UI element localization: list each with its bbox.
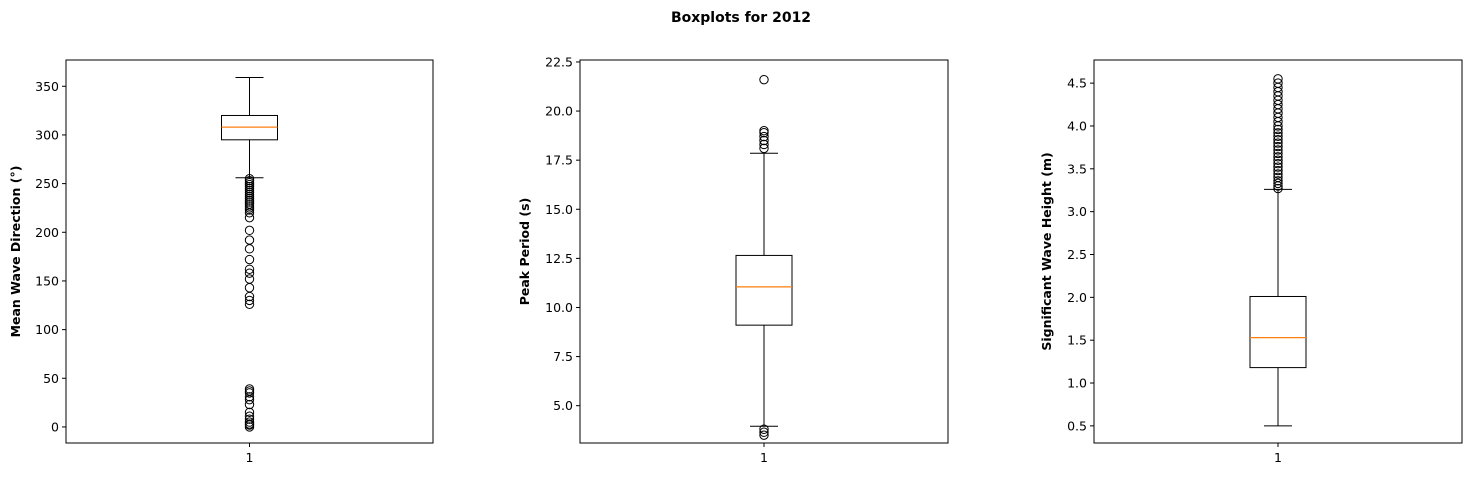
y-tick-label: 2.0: [1067, 290, 1087, 305]
outlier-point: [244, 386, 255, 396]
outlier-point: [1273, 155, 1283, 165]
y-tick-label: 2.5: [1067, 247, 1087, 262]
y-tick-label: 22.5: [545, 54, 573, 69]
outlier-point: [1273, 152, 1283, 162]
outlier-point: [1273, 162, 1283, 172]
outlier-point: [244, 274, 255, 284]
outlier-point: [244, 212, 255, 223]
outlier-point: [244, 235, 255, 245]
outlier-point: [759, 427, 769, 437]
y-tick-label: 350: [35, 79, 59, 94]
outlier-point: [244, 295, 255, 306]
x-tick-label: 1: [1274, 450, 1282, 465]
outlier-point: [1273, 176, 1283, 186]
outlier-point: [244, 268, 255, 278]
outlier-point: [1273, 165, 1283, 176]
outlier-point: [1273, 141, 1283, 152]
outlier-point: [1273, 138, 1283, 148]
outlier-point: [244, 244, 255, 254]
outlier-point: [1273, 183, 1283, 194]
outlier-point: [1273, 78, 1283, 88]
outlier-point: [1273, 158, 1283, 169]
outlier-point: [244, 414, 255, 424]
outlier-point: [244, 264, 255, 274]
y-tick-label: 200: [35, 225, 59, 240]
y-tick-label: 1.0: [1067, 376, 1087, 391]
outlier-point: [1273, 128, 1283, 138]
outlier-point: [244, 417, 255, 427]
panel-mean-wave-direction: Mean Wave Direction (°) 0 50 100 150 200 250 3…: [8, 59, 434, 465]
outlier-point: [1273, 131, 1283, 141]
y-axis-label: Significant Wave Height (m): [1039, 152, 1054, 350]
y-axis-label: Mean Wave Direction (°): [8, 166, 23, 338]
outlier-point: [1273, 145, 1283, 155]
y-tick-label: 3.5: [1067, 161, 1087, 176]
x-tick-label: 1: [246, 450, 254, 465]
outlier-point: [759, 131, 769, 142]
y-tick-label: 150: [35, 273, 59, 288]
y-tick-label: 15.0: [545, 202, 573, 217]
outlier-point: [244, 283, 255, 293]
y-tick-label: 50: [43, 371, 59, 386]
outlier-point: [244, 225, 255, 236]
outlier-point: [1273, 134, 1283, 145]
iqr-box: [1249, 295, 1307, 369]
y-tick-label: 10.0: [545, 300, 573, 315]
outlier-point: [1273, 178, 1283, 189]
figure-title: Boxplots for 2012: [671, 10, 811, 26]
y-tick-label: 7.5: [553, 349, 573, 364]
y-tick-label: 0: [51, 419, 59, 434]
panel-significant-wave-height: Significant Wave Height (m) 0.5 1.0 1.5 2.0…: [1039, 59, 1463, 465]
outlier-point: [759, 143, 769, 154]
y-axis-label: Peak Period (s): [517, 198, 532, 306]
y-tick-label: 17.5: [545, 153, 573, 168]
outlier-point: [1273, 148, 1283, 159]
y-tick-label: 4.0: [1067, 118, 1087, 133]
y-tick-label: 3.0: [1067, 204, 1087, 219]
outlier-point: [1273, 172, 1283, 183]
outlier-point: [244, 411, 255, 421]
iqr-box: [735, 254, 793, 326]
outlier-point: [1273, 169, 1283, 179]
y-tick-label: 20.0: [545, 104, 573, 119]
y-tick-label: 300: [35, 127, 59, 142]
outlier-point: [759, 74, 769, 85]
outlier-point: [1273, 74, 1283, 84]
outlier-point: [244, 299, 255, 310]
plot-frame: [65, 59, 434, 444]
y-tick-label: 250: [35, 176, 59, 191]
y-tick-label: 5.0: [553, 398, 573, 413]
outlier-point: [244, 174, 255, 184]
outlier-point: [759, 126, 769, 136]
outlier-point: [759, 430, 769, 440]
y-tick-label: 0.5: [1067, 418, 1087, 433]
y-tick-label: 12.5: [545, 251, 573, 266]
outlier-point: [244, 399, 255, 410]
y-tick-label: 100: [35, 322, 59, 337]
outlier-point: [244, 392, 255, 402]
outlier-point: [759, 139, 769, 150]
outlier-point: [244, 384, 255, 394]
y-tick-label: 4.5: [1067, 76, 1087, 91]
panel-peak-period: Peak Period (s) 5.0 7.5 10.0 12.5 15.0 17.5 20…: [517, 54, 949, 465]
outlier-point: [1273, 124, 1283, 135]
outlier-point: [244, 407, 255, 418]
x-tick-label: 1: [760, 450, 768, 465]
outlier-point: [759, 424, 769, 434]
outlier-point: [759, 135, 769, 146]
outlier-point: [244, 254, 255, 265]
y-tick-label: 1.5: [1067, 333, 1087, 348]
